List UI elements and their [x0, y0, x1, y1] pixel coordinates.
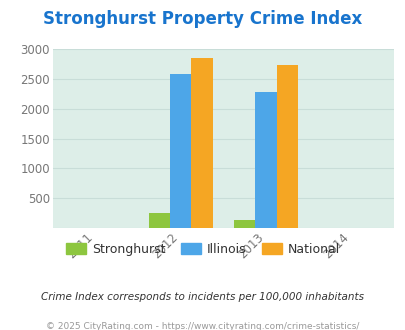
Text: Stronghurst Property Crime Index: Stronghurst Property Crime Index — [43, 10, 362, 28]
Bar — [233, 220, 255, 228]
Legend: Stronghurst, Illinois, National: Stronghurst, Illinois, National — [61, 238, 344, 261]
Text: Crime Index corresponds to incidents per 100,000 inhabitants: Crime Index corresponds to incidents per… — [41, 292, 364, 302]
Bar — [148, 213, 170, 228]
Bar — [170, 75, 191, 228]
Bar — [191, 58, 212, 228]
Bar — [276, 65, 297, 228]
Bar — [255, 92, 276, 228]
Text: © 2025 CityRating.com - https://www.cityrating.com/crime-statistics/: © 2025 CityRating.com - https://www.city… — [46, 322, 359, 330]
